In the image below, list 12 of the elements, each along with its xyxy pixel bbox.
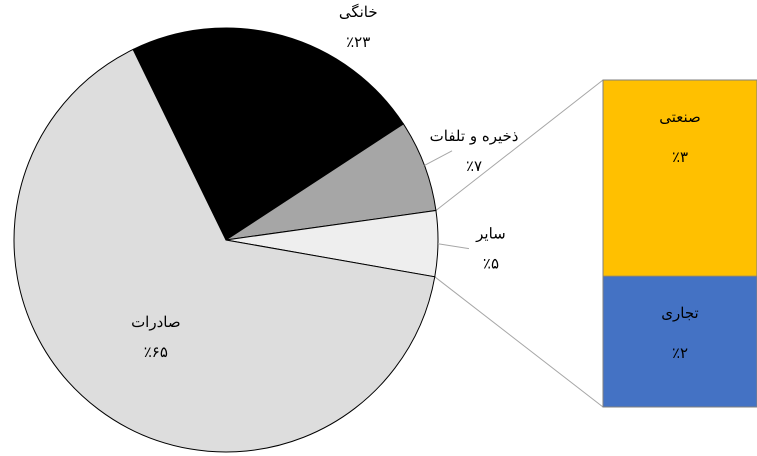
slice-label: خانگی (338, 3, 378, 21)
slice-label: سایر (475, 224, 506, 243)
series-label: صنعتی (659, 108, 701, 126)
data-label: ٪۳ (672, 148, 688, 166)
data-label: ٪۵ (482, 254, 500, 273)
data-label: ٪۲۳ (346, 33, 370, 51)
data-label: ٪۲ (672, 344, 688, 362)
slice-label: ذخیره و تلفات (430, 126, 518, 145)
data-label: ٪۷ (466, 156, 482, 175)
data-label: ٪۶۵ (144, 343, 168, 362)
series-label: تجاری (661, 304, 699, 322)
slice-label: صادرات (131, 313, 181, 332)
